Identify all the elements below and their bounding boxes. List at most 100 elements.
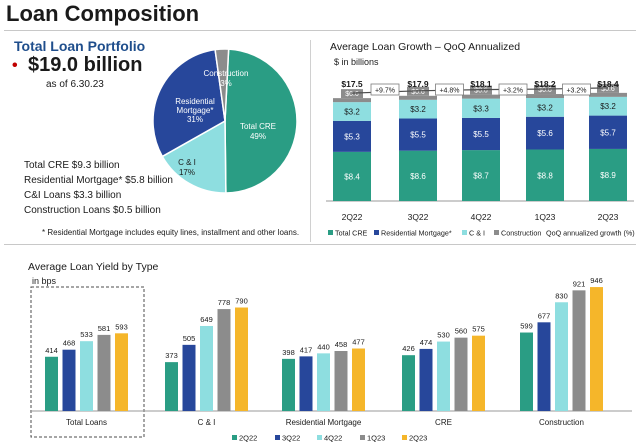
growth-bar-residential-mortgage-2Q23 [589,115,627,149]
growth-rate-label-3: +3.2% [566,88,586,95]
growth-x-tick-2Q22: 2Q22 [342,212,363,222]
yield-value-cre-4Q22: 530 [437,331,450,340]
yield-bar-total-loans-2Q22 [45,356,58,411]
title-divider [4,30,636,31]
growth-bar-total-cre-4Q22 [462,150,500,201]
yield-bar-construction-1Q23 [572,290,586,411]
yield-bar-c-i-2Q22 [165,362,178,411]
growth-legend-swatch-total-cre [328,230,333,235]
yield-legend-swatch-3Q22 [275,435,280,440]
pie-label-total-cre: Total CRE [240,122,276,131]
yield-value-total-loans-2Q23: 593 [115,322,128,331]
growth-rate-box-1 [435,83,464,96]
growth-bar-total-cre-1Q23 [526,149,564,201]
growth-bar-total-cre-2Q22 [333,151,371,201]
growth-bar-construction-3Q22 [399,95,437,100]
pie-slice-c-i [161,119,227,194]
growth-total-4Q22: $18.1 [470,79,492,89]
growth-chart-unit: $ in billions [334,57,379,67]
yield-bar-total-loans-2Q23 [115,333,128,411]
growth-bar-c-i-4Q22 [462,98,500,118]
pie-value-residential-mortgage: 31% [187,115,203,124]
yield-value-total-loans-4Q22: 533 [80,330,93,339]
growth-value-total-cre-2Q22: $8.4 [344,172,360,181]
growth-value-residential-mortgage-2Q23: $5.7 [600,128,616,137]
yield-bar-cre-1Q23 [454,337,468,411]
yield-bar-construction-2Q23 [590,287,603,411]
yield-value-total-loans-2Q22: 414 [45,346,58,355]
pie-label-mortgage: Mortgage* [177,106,214,115]
pie-slice-total-cre [224,48,298,194]
yield-x-tick-cre: CRE [435,418,452,427]
growth-total-3Q22: $17.9 [407,79,429,89]
growth-legend-total-cre: Total CRE [335,229,368,238]
yield-value-residential-mortgage-3Q22: 417 [300,345,313,354]
growth-value-residential-mortgage-2Q22: $5.3 [344,132,360,141]
growth-bar-c-i-1Q23 [526,98,564,117]
yield-value-construction-4Q22: 830 [555,291,568,300]
yield-legend-2Q22: 2Q22 [239,434,257,443]
growth-bar-residential-mortgage-4Q22 [462,117,500,151]
growth-value-residential-mortgage-4Q22: $5.5 [473,130,489,139]
yield-bar-residential-mortgage-4Q22 [317,353,330,411]
growth-value-c-i-4Q22: $3.3 [473,104,489,113]
growth-value-construction-4Q22: $0.6 [474,88,488,95]
section-divider [4,244,636,245]
growth-legend-swatch-c-i [462,230,467,235]
growth-bar-c-i-2Q22 [333,102,371,121]
yield-x-tick-total-loans: Total Loans [66,418,107,427]
growth-bar-residential-mortgage-1Q23 [526,116,564,150]
portfolio-as-of: as of 6.30.23 [46,79,104,90]
footnote: * Residential Mortgage includes equity l… [42,228,300,237]
yield-legend-swatch-1Q23 [360,435,365,440]
growth-x-tick-1Q23: 1Q23 [535,212,556,222]
growth-value-c-i-3Q22: $3.2 [410,105,426,114]
growth-rate-box-3 [562,83,591,96]
yield-value-cre-2Q23: 575 [472,325,485,334]
yield-value-c-i-2Q23: 790 [235,297,248,306]
growth-rate-box-2 [498,83,528,96]
panel-divider [310,40,311,242]
yield-value-total-loans-1Q23: 581 [98,324,111,333]
yield-value-cre-3Q22: 474 [420,338,433,347]
yield-value-cre-2Q22: 426 [402,344,415,353]
yield-legend-swatch-4Q22 [317,435,322,440]
growth-value-total-cre-3Q22: $8.6 [410,172,426,181]
page-title: Loan Composition [6,1,200,26]
growth-bar-construction-4Q22 [462,94,500,99]
growth-total-2Q23: $18.4 [597,79,619,89]
growth-value-total-cre-1Q23: $8.8 [537,171,553,180]
yield-value-construction-1Q23: 921 [573,279,586,288]
growth-bar-construction-2Q22 [333,98,371,103]
yield-legend-4Q22: 4Q22 [324,434,342,443]
growth-bar-construction-2Q23 [589,92,627,97]
growth-value-residential-mortgage-1Q23: $5.6 [537,129,553,138]
pie-label-construction: Construction [204,69,249,78]
yield-chart-unit: in bps [32,276,57,286]
growth-label-bg-2Q22 [341,89,363,99]
growth-bar-c-i-3Q22 [399,99,437,119]
growth-value-c-i-2Q23: $3.2 [600,102,616,111]
yield-value-residential-mortgage-2Q22: 398 [282,348,295,357]
yield-bar-cre-3Q22 [419,348,433,411]
yield-value-construction-2Q23: 946 [590,276,603,285]
yield-bar-cre-2Q23 [472,335,485,411]
yield-value-cre-1Q23: 560 [455,327,468,336]
yield-bar-c-i-1Q23 [217,309,231,411]
growth-bar-total-cre-2Q23 [589,148,627,201]
yield-chart-title: Average Loan Yield by Type [28,261,159,273]
yield-bar-c-i-4Q22 [200,325,213,411]
yield-bar-residential-mortgage-2Q23 [352,348,365,411]
yield-bar-cre-4Q22 [437,341,450,411]
growth-bar-construction-1Q23 [526,94,564,99]
yield-bar-residential-mortgage-2Q22 [282,358,295,411]
yield-bar-construction-2Q22 [520,332,533,411]
breakdown-construction: Construction Loans $0.5 billion [24,205,161,216]
growth-value-construction-2Q23: $0.6 [601,86,615,93]
growth-legend-construction: Construction [501,229,541,238]
growth-value-residential-mortgage-3Q22: $5.5 [410,131,426,140]
yield-bar-c-i-2Q23 [235,307,248,411]
yield-legend-1Q23: 1Q23 [367,434,385,443]
pie-value-construction: 3% [220,79,232,88]
